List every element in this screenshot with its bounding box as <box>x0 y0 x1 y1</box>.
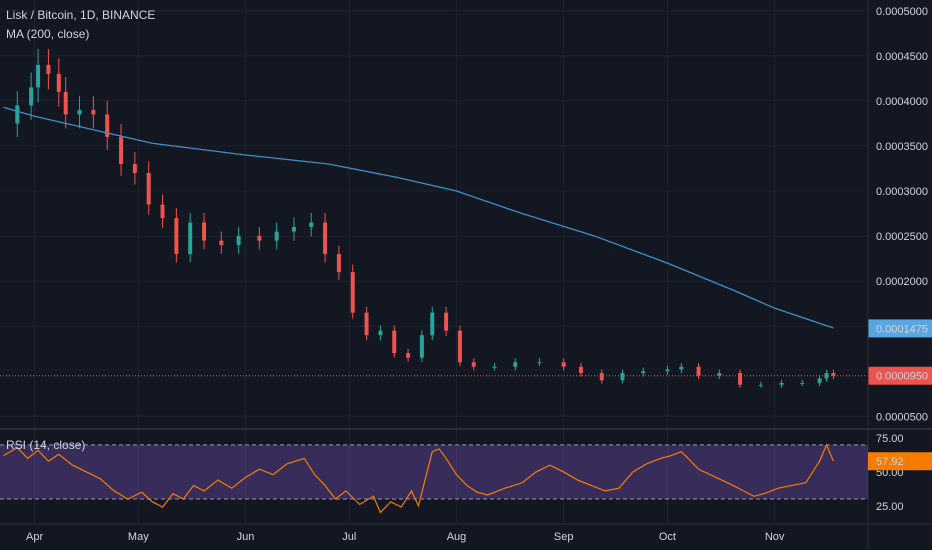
y-tick-price: 0.0003000 <box>876 186 928 198</box>
candle-body <box>537 362 542 364</box>
candle-body <box>291 227 296 232</box>
candle-body <box>46 64 51 74</box>
x-tick-aug: Aug <box>447 531 467 543</box>
candle-body <box>831 373 836 376</box>
y-tick-price: 0.0005000 <box>876 6 928 18</box>
candle-body <box>419 335 424 358</box>
x-tick-jul: Jul <box>342 531 356 543</box>
rsi-last-label-bg <box>868 452 932 471</box>
y-tick-price: 0.0004000 <box>876 96 928 108</box>
candle-body <box>188 222 193 255</box>
candle-body <box>146 173 151 205</box>
candle-body <box>236 236 241 246</box>
symbol-legend[interactable]: Lisk / Bitcoin, 1D, BINANCE <box>6 8 156 22</box>
candle-body <box>257 236 262 241</box>
x-tick-oct: Oct <box>659 531 676 543</box>
candle-body <box>364 312 369 336</box>
x-tick-nov: Nov <box>765 531 785 543</box>
candle-body <box>29 87 34 106</box>
candle-body <box>779 382 784 385</box>
y-tick-price: 0.0003500 <box>876 141 928 153</box>
y-tick-price: 0.0004500 <box>876 51 928 63</box>
candle-body <box>641 371 646 374</box>
candle-body <box>406 353 411 358</box>
y-tick-price: 0.0002500 <box>876 231 928 243</box>
candle-body <box>91 109 96 115</box>
candle-body <box>471 362 476 367</box>
candle-body <box>336 254 341 273</box>
candle-body <box>817 378 822 383</box>
y-tick-rsi: 25.00 <box>876 501 904 513</box>
y-tick-price: 0.0002000 <box>876 276 928 288</box>
candle-body <box>513 362 518 367</box>
candle-body <box>63 91 68 115</box>
candle-body <box>36 64 41 88</box>
candle-body <box>309 222 314 228</box>
candle-body <box>119 136 124 164</box>
last-price-label-bg <box>868 366 932 385</box>
candle-body <box>77 109 82 115</box>
candle-body <box>578 366 583 374</box>
candle-body <box>202 222 207 241</box>
ma-line <box>3 106 834 329</box>
ma-price-label: 0.0001475 <box>876 323 928 335</box>
rsi-last-label: 57.92 <box>876 456 904 468</box>
candle-body <box>56 73 61 92</box>
candle-body <box>824 373 829 379</box>
rsi-legend[interactable]: RSI (14, close) <box>6 438 86 452</box>
x-tick-sep: Sep <box>554 531 574 543</box>
candle-body <box>174 218 179 255</box>
candle-body <box>758 384 763 386</box>
candle-body <box>599 373 604 381</box>
ma-price-label-bg <box>868 319 932 338</box>
candle-body <box>160 204 165 219</box>
candle-body <box>132 163 137 174</box>
x-tick-apr: Apr <box>26 531 43 543</box>
candle-body <box>323 222 328 255</box>
candle-body <box>738 373 743 385</box>
candle-body <box>492 366 497 368</box>
candle-body <box>444 312 449 331</box>
candle-body <box>219 240 224 246</box>
y-tick-price: 0.0000500 <box>876 411 928 423</box>
candle-body <box>457 330 462 363</box>
rsi-line <box>3 443 834 514</box>
ma-legend[interactable]: MA (200, close) <box>6 27 90 41</box>
last-price-label: 0.0000950 <box>876 371 928 383</box>
x-tick-may: May <box>128 531 149 543</box>
candle-body <box>392 330 397 354</box>
candle-body <box>378 330 383 336</box>
candle-body <box>620 373 625 381</box>
rsi-band <box>0 444 868 499</box>
candle-body <box>665 369 670 372</box>
candle-body <box>274 231 279 241</box>
candle-body <box>696 366 701 376</box>
y-tick-rsi: 75.00 <box>876 433 904 445</box>
candle-body <box>15 105 20 124</box>
candle-body <box>717 373 722 376</box>
x-tick-jun: Jun <box>237 531 255 543</box>
candle-body <box>679 366 684 370</box>
candle-body <box>800 382 805 384</box>
candle-body <box>561 362 566 367</box>
candle-body <box>350 272 355 313</box>
candle-body <box>105 114 110 137</box>
candle-body <box>430 312 435 336</box>
